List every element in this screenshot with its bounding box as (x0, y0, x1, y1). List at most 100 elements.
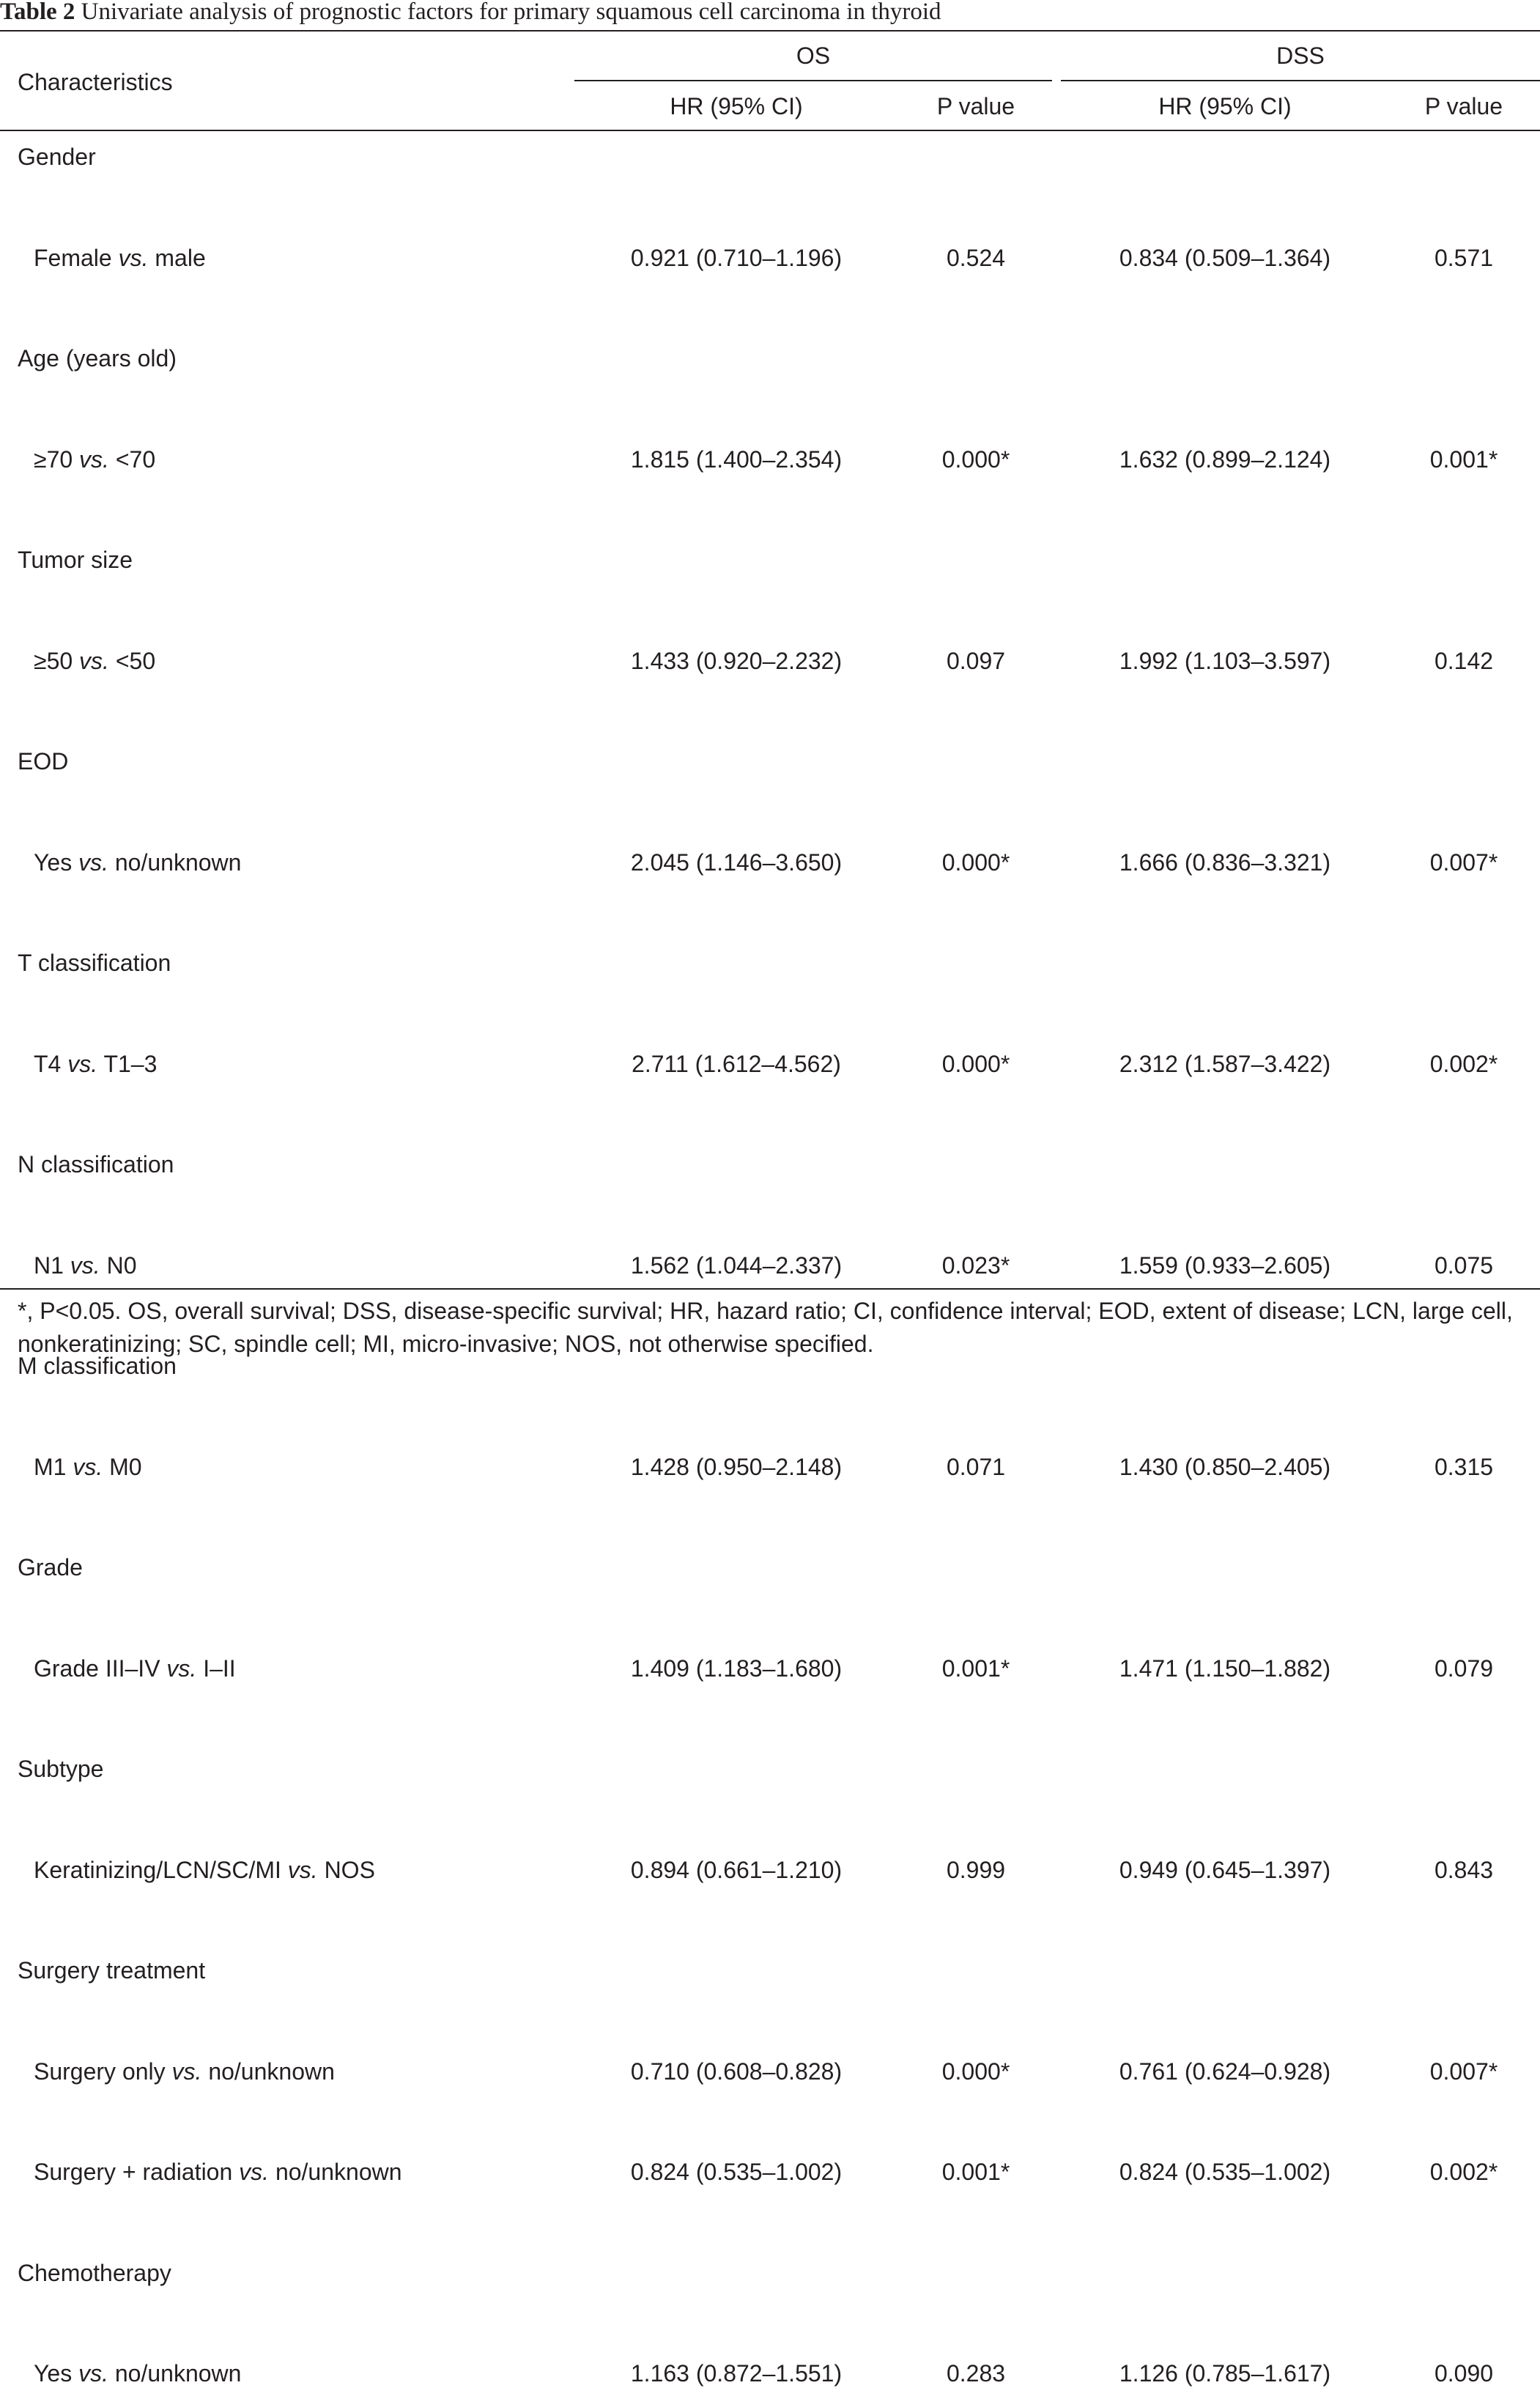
comparison-vs: vs. (78, 849, 108, 876)
comparison-vs: vs. (67, 1051, 98, 1077)
os-hr-cell: 1.562 (1.044–2.337) (630, 1252, 843, 1279)
dss-hr-cell: 1.992 (1.103–3.597) (1119, 648, 1331, 674)
os-p-cell: 0.000* (941, 2058, 1010, 2085)
dss-p-cell: 0.075 (1434, 1252, 1494, 1279)
comparison-pre: M1 (34, 1454, 73, 1480)
comparison-post: <70 (108, 446, 156, 473)
os-group-rule (574, 80, 1052, 81)
dss-p-cell: 0.001* (1429, 446, 1498, 473)
comparison-label: Yes vs. no/unknown (34, 2359, 241, 2388)
dss-hr-cell: 0.949 (0.645–1.397) (1119, 1857, 1331, 1883)
os-hr-cell: 1.433 (0.920–2.232) (630, 648, 843, 674)
os-hr-cell: 1.163 (0.872–1.551) (630, 2360, 843, 2387)
comparison-pre: ≥50 (34, 648, 80, 674)
comparison-post: no/unknown (108, 2360, 242, 2387)
os-p-cell: 0.999 (946, 1857, 1006, 1883)
header-group-dss: DSS (1276, 42, 1325, 69)
comparison-post: N0 (100, 1252, 137, 1279)
dss-hr-cell: 2.312 (1.587–3.422) (1119, 1051, 1331, 1077)
comparison-pre: N1 (34, 1252, 70, 1279)
dss-hr-cell: 0.761 (0.624–0.928) (1119, 2058, 1331, 2085)
comparison-label: T4 vs. T1–3 (34, 1049, 157, 1079)
dss-p-cell: 0.002* (1429, 1051, 1498, 1077)
group-label: Chemotherapy (18, 2260, 171, 2286)
header-os-hr: HR (95% CI) (670, 93, 803, 119)
comparison-post: male (148, 245, 206, 271)
bottom-rule (0, 1288, 1540, 1290)
dss-hr-cell: 1.632 (0.899–2.124) (1119, 446, 1331, 473)
group-label: N classification (18, 1151, 174, 1178)
os-hr-cell: 1.409 (1.183–1.680) (630, 1655, 843, 1682)
comparison-label: Surgery only vs. no/unknown (34, 2057, 335, 2086)
comparison-label: Female vs. male (34, 243, 206, 273)
os-hr-cell: 0.824 (0.535–1.002) (630, 2159, 843, 2185)
comparison-post: no/unknown (201, 2058, 335, 2085)
os-p-cell: 0.000* (941, 849, 1010, 876)
comparison-vs: vs. (79, 446, 109, 473)
os-hr-cell: 0.921 (0.710–1.196) (630, 245, 843, 271)
group-label: Surgery treatment (18, 1957, 206, 1984)
dss-p-cell: 0.002* (1429, 2159, 1498, 2185)
comparison-label: N1 vs. N0 (34, 1251, 136, 1280)
os-p-cell: 0.071 (946, 1454, 1006, 1480)
dss-group-rule (1061, 80, 1540, 81)
group-label: Grade (18, 1554, 83, 1581)
comparison-pre: ≥70 (34, 446, 80, 473)
comparison-pre: Yes (34, 2360, 79, 2387)
comparison-post: M0 (103, 1454, 142, 1480)
group-label: EOD (18, 748, 69, 775)
os-p-cell: 0.023* (941, 1252, 1010, 1279)
dss-p-cell: 0.090 (1434, 2360, 1494, 2387)
comparison-vs: vs. (70, 1252, 100, 1279)
group-label: Tumor size (18, 547, 133, 573)
os-hr-cell: 2.045 (1.146–3.650) (630, 849, 843, 876)
comparison-vs: vs. (79, 648, 109, 674)
comparison-label: M1 vs. M0 (34, 1452, 142, 1482)
os-p-cell: 0.097 (946, 648, 1006, 674)
comparison-vs: vs. (171, 2058, 202, 2085)
comparison-pre: Surgery + radiation (34, 2159, 240, 2185)
os-hr-cell: 0.710 (0.608–0.828) (630, 2058, 843, 2085)
dss-p-cell: 0.571 (1434, 245, 1494, 271)
comparison-vs: vs. (287, 1857, 318, 1883)
dss-hr-cell: 1.126 (0.785–1.617) (1119, 2360, 1331, 2387)
os-p-cell: 0.000* (941, 1051, 1010, 1077)
dss-hr-cell: 1.666 (0.836–3.321) (1119, 849, 1331, 876)
group-label: Age (years old) (18, 345, 177, 371)
comparison-pre: Surgery only (34, 2058, 172, 2085)
os-hr-cell: 2.711 (1.612–4.562) (632, 1051, 841, 1077)
table-footnote: *, P<0.05. OS, overall survival; DSS, di… (18, 1298, 1513, 1357)
comparison-post: NOS (317, 1857, 375, 1883)
comparison-post: I–II (196, 1655, 236, 1682)
group-label: Subtype (18, 1756, 104, 1782)
comparison-label: Surgery + radiation vs. no/unknown (34, 2157, 402, 2186)
os-hr-cell: 1.428 (0.950–2.148) (630, 1454, 843, 1480)
dss-hr-cell: 1.430 (0.850–2.405) (1119, 1454, 1331, 1480)
group-label: T classification (18, 950, 171, 976)
comparison-vs: vs. (239, 2159, 270, 2185)
dss-hr-cell: 0.834 (0.509–1.364) (1119, 245, 1331, 271)
comparison-post: <50 (108, 648, 156, 674)
dss-p-cell: 0.142 (1434, 648, 1494, 674)
top-rule (0, 30, 1540, 32)
comparison-vs: vs. (166, 1655, 197, 1682)
os-p-cell: 0.001* (941, 1655, 1010, 1682)
comparison-label: Keratinizing/LCN/SC/MI vs. NOS (34, 1855, 375, 1885)
comparison-pre: Keratinizing/LCN/SC/MI (34, 1857, 288, 1883)
dss-p-cell: 0.843 (1434, 1857, 1494, 1883)
header-dss-p: P value (1424, 93, 1503, 119)
comparison-label: Grade III–IV vs. I–II (34, 1654, 236, 1683)
os-p-cell: 0.283 (946, 2360, 1006, 2387)
os-p-cell: 0.000* (941, 446, 1010, 473)
header-rule (0, 130, 1540, 131)
table-title: Univariate analysis of prognostic factor… (81, 0, 941, 25)
comparison-vs: vs. (73, 1454, 103, 1480)
comparison-pre: Female (34, 245, 119, 271)
table-label: Table 2 (0, 0, 75, 25)
comparison-vs: vs. (118, 245, 149, 271)
header-dss-hr: HR (95% CI) (1158, 93, 1292, 119)
group-label: Gender (18, 144, 96, 170)
table-caption: Table 2 Univariate analysis of prognosti… (0, 0, 941, 29)
os-p-cell: 0.001* (941, 2159, 1010, 2185)
os-hr-cell: 1.815 (1.400–2.354) (630, 446, 843, 473)
